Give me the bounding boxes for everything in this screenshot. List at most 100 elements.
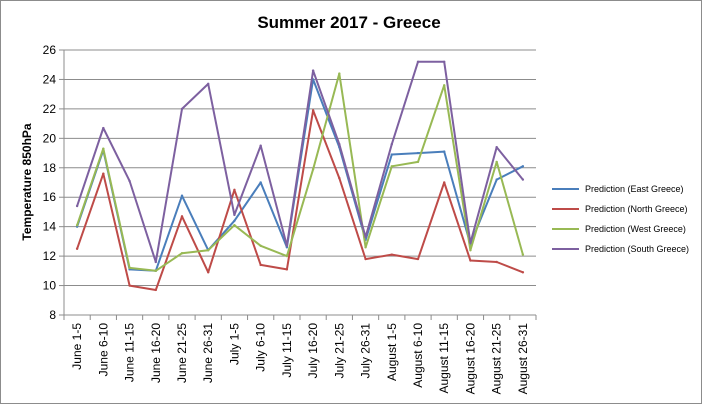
x-tick-label: August 6-10	[411, 323, 425, 388]
data-point	[180, 215, 184, 218]
data-point	[311, 109, 315, 112]
data-point	[259, 244, 262, 248]
y-tick-label: 26	[43, 43, 57, 57]
x-tick-label: June 6-10	[96, 323, 110, 377]
data-point	[521, 271, 525, 274]
x-tick-label: June 21-25	[175, 323, 189, 383]
data-point	[233, 223, 236, 227]
data-point	[75, 204, 79, 208]
data-point	[285, 268, 289, 271]
data-point	[102, 172, 105, 175]
x-tick-label: July 6-10	[254, 323, 268, 372]
data-point	[390, 253, 393, 256]
y-tick-label: 20	[43, 131, 57, 145]
data-point	[390, 143, 393, 146]
data-point	[443, 84, 446, 87]
data-point	[154, 288, 157, 292]
x-tick-label: June 11-15	[123, 323, 137, 382]
x-tick-label: June 1-5	[70, 323, 84, 370]
y-tick-label: 16	[43, 190, 57, 204]
data-point	[416, 151, 420, 155]
data-point	[128, 284, 131, 287]
data-point	[128, 179, 131, 183]
data-point	[259, 263, 262, 267]
x-tick-label: July 26-31	[359, 323, 373, 379]
data-point	[364, 257, 367, 261]
x-tick-label: August 26-31	[516, 323, 530, 395]
data-point	[521, 165, 525, 168]
y-tick-label: 18	[43, 161, 57, 175]
data-point	[75, 247, 79, 250]
x-tick-label: August 11-15	[437, 323, 451, 394]
legend-label: Prediction (West Greece)	[585, 224, 686, 234]
legend-label: Prediction (North Greece)	[585, 204, 688, 214]
data-point	[233, 188, 236, 192]
data-point	[154, 260, 157, 264]
data-point	[521, 253, 525, 256]
data-point	[495, 160, 498, 164]
data-point	[233, 219, 236, 222]
data-point	[102, 126, 105, 130]
data-point	[443, 150, 446, 153]
data-point	[338, 72, 341, 75]
chart-title: Summer 2017 - Greece	[257, 13, 440, 32]
series-lines	[75, 60, 525, 292]
legend-label: Prediction (South Greece)	[585, 244, 689, 254]
x-tick-label: August 21-25	[490, 323, 504, 395]
data-point	[285, 254, 289, 258]
x-tick-labels: June 1-5 June 6-10 June 11-15 June 16-20 Jun…	[70, 323, 530, 395]
series-line	[76, 60, 524, 263]
y-tick-label: 24	[43, 72, 57, 86]
x-tick-label: July 16-20	[306, 323, 320, 379]
legend-label: Prediction (East Greece)	[585, 184, 684, 194]
data-point	[259, 144, 262, 147]
data-point	[154, 269, 157, 273]
data-point	[469, 249, 472, 252]
series-line	[76, 109, 524, 291]
data-point	[102, 147, 105, 150]
data-point	[338, 143, 341, 146]
data-point	[338, 176, 341, 180]
data-point	[390, 165, 393, 168]
data-point	[469, 259, 472, 262]
data-point	[207, 82, 210, 86]
data-point	[75, 223, 79, 227]
data-point	[364, 235, 367, 239]
data-point	[469, 241, 472, 245]
data-point	[311, 168, 315, 171]
y-tick-label: 8	[49, 308, 56, 322]
x-tick-label: July 11-15	[280, 323, 294, 378]
data-point	[390, 153, 393, 156]
data-point	[416, 60, 420, 63]
y-tick-label: 10	[43, 279, 57, 293]
x-tick-label: June 26-31	[201, 323, 215, 383]
data-point	[207, 271, 210, 274]
data-point	[180, 107, 184, 111]
x-tick-label: August 1-5	[385, 323, 399, 381]
x-tick-label: June 16-20	[149, 323, 163, 383]
data-point	[416, 160, 420, 164]
y-tick-labels: 8 10 12 14 16 18 20 22 24 26	[43, 43, 57, 322]
data-point	[233, 213, 236, 217]
data-point	[285, 244, 289, 248]
data-point	[495, 145, 498, 149]
series-line	[76, 72, 524, 272]
data-point	[521, 178, 525, 181]
data-point	[128, 266, 131, 270]
x-tick-label: August 16-20	[463, 323, 477, 395]
y-axis-label: Temperature 850hPa	[20, 123, 34, 240]
x-tick-label: July 21-25	[332, 323, 346, 379]
data-point	[443, 181, 446, 184]
data-point	[180, 194, 184, 197]
x-tick-label: July 1-5	[227, 323, 241, 365]
y-tick-label: 12	[43, 249, 57, 263]
data-point	[443, 60, 446, 63]
y-tick-label: 22	[43, 102, 57, 116]
data-point	[364, 246, 367, 249]
data-point	[207, 249, 210, 252]
data-point	[311, 69, 315, 72]
data-point	[495, 260, 498, 264]
series-line	[76, 78, 524, 272]
